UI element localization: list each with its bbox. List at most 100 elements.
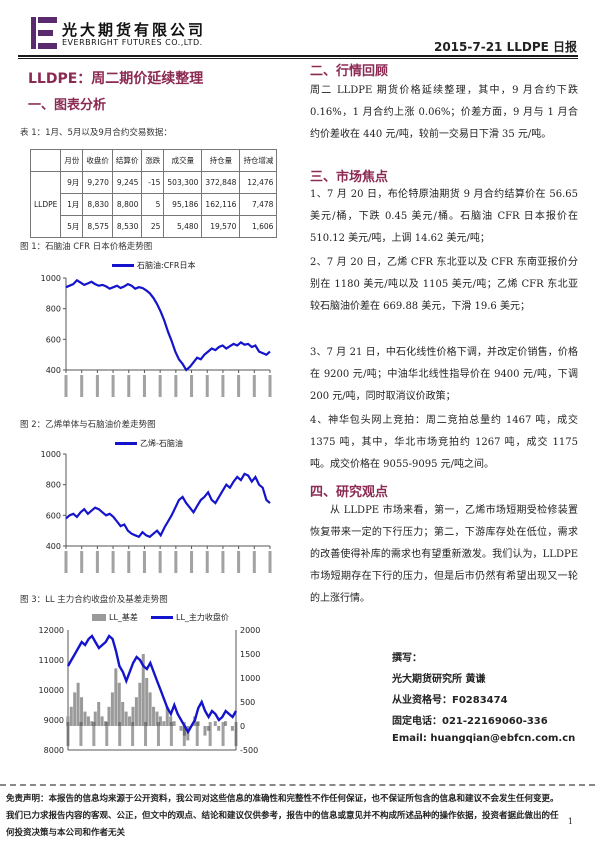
y-tick-label: 1000: [41, 274, 61, 283]
table-header-cell: 成交量: [163, 149, 203, 172]
review-paragraph: 周二 LLDPE 期货价格延续整理，其中，9 月合约下跌 0.16%，1 月合约…: [310, 85, 578, 140]
x-tick-label: [169, 722, 173, 746]
y-tick-label: 400: [46, 542, 61, 551]
disclaimer-text: 免责声明：本报告的信息均来源于公开资料，我公司对这些信息的准确性和完整性不作任何…: [6, 794, 559, 838]
x-tick-label: [111, 375, 115, 397]
table-row: LLDPE 9月 9,270 9,245 -15 503,300 372,848…: [29, 171, 278, 238]
x-tick-label: [237, 551, 241, 573]
legend-swatch: [112, 264, 134, 267]
table-cell: -15: [141, 171, 165, 194]
y-tick-label-right: 2000: [240, 626, 260, 635]
basis-bar: [97, 702, 101, 726]
table-cell: 8,530: [111, 215, 143, 238]
x-tick-label: [195, 722, 199, 746]
table1-caption: 表 1：1月、5月以及9月合约交易数据：: [20, 128, 172, 138]
section-heading-view: 四、研究观点: [310, 485, 389, 500]
x-tick-label: [144, 722, 148, 746]
basis-bar: [69, 706, 73, 726]
x-tick-label: [268, 375, 272, 397]
basis-bar: [128, 716, 132, 726]
fig3-legend: LL_基差 LL_主力收盘价: [92, 612, 229, 623]
x-tick-label: [105, 722, 109, 746]
basis-bar: [76, 682, 80, 726]
y-tick-label: 600: [46, 335, 61, 344]
x-tick-label: [156, 722, 160, 746]
y-tick-label-right: 1500: [240, 650, 260, 659]
basis-bar: [83, 711, 87, 726]
y-tick-label: 800: [46, 305, 61, 314]
company-logo: [31, 17, 57, 49]
basis-bar: [73, 692, 77, 726]
basis-bar: [224, 721, 228, 726]
fig3-legend-b: LL_主力收盘价: [176, 613, 229, 622]
x-tick-label: [118, 722, 122, 746]
x-tick-label: [158, 375, 162, 397]
basis-bar: [148, 692, 152, 726]
legend-swatch: [151, 616, 174, 619]
fig1-caption: 图 1：石脑油 CFR 日本价格走势图: [20, 242, 153, 252]
basis-bar: [90, 721, 94, 726]
disclaimer-divider: [0, 784, 595, 786]
basis-bar: [66, 716, 70, 726]
basis-bar: [213, 721, 217, 726]
header-rule-thin: [18, 58, 578, 59]
x-tick-label: [252, 551, 256, 573]
y-tick-label: 600: [46, 511, 61, 520]
x-tick-label: [237, 375, 241, 397]
legend-swatch: [115, 442, 137, 445]
price-series-line: [66, 634, 238, 735]
x-tick-label: [142, 375, 146, 397]
table-header-cell: 结算价: [111, 149, 143, 172]
legend-swatch: [92, 614, 106, 621]
table-header-cell: 持仓量: [201, 149, 241, 172]
basis-bar: [172, 721, 176, 726]
basis-bar: [155, 711, 159, 726]
table-cell: 19,570: [201, 215, 241, 238]
author-phone: 固定电话：021-22169060-336: [392, 716, 548, 727]
ll-price-basis-chart: 8000 9000 10000 11000 12000 -500 0 500 1000 1500 2…: [39, 626, 261, 755]
section-heading-charts: 一、图表分析: [28, 98, 107, 113]
x-tick-label: [182, 722, 186, 746]
x-tick-label: [174, 551, 178, 573]
table-cell: 162,116: [201, 193, 241, 216]
table-cell: 9,270: [82, 171, 113, 194]
x-tick-label: [252, 375, 256, 397]
x-tick-label: [127, 375, 131, 397]
y-tick-label-left: 11000: [39, 656, 64, 665]
basis-bar: [117, 682, 121, 726]
focus-paragraph-1: 1、7 月 20 日，布伦特原油期货 9 月合约结算价在 56.65 美元/桶，…: [310, 189, 578, 244]
y-tick-label-left: 9000: [44, 716, 64, 725]
page-title: LLDPE：周二期价延续整理: [28, 71, 204, 87]
x-tick-label: [221, 722, 225, 746]
author-label: 撰写：: [392, 653, 422, 664]
y-tick-label-left: 8000: [44, 746, 64, 755]
focus-paragraph-2: 2、7 月 20 日，乙烯 CFR 东北亚以及 CFR 东南亚报价分别在 118…: [310, 257, 578, 312]
author-org: 光大期货研究所 黄谦: [392, 674, 486, 685]
author-email[interactable]: Email: huangqian@ebfcn.com.cn: [392, 733, 576, 744]
y-tick-label-right: 500: [240, 698, 255, 707]
basis-bar: [145, 678, 149, 726]
ethylene-naphtha-spread-chart: 400 600 800 1000: [41, 450, 272, 573]
series-line: [65, 278, 271, 372]
x-tick-label: [174, 375, 178, 397]
table-cell: 7,478: [239, 193, 278, 216]
x-tick-label: [80, 375, 84, 397]
table-cell: 95,186: [163, 193, 203, 216]
basis-bar: [124, 711, 128, 726]
basis-bar: [134, 697, 138, 726]
header-rule: [18, 55, 578, 57]
section-heading-focus: 三、市场焦点: [310, 170, 389, 185]
basis-bar: [110, 692, 114, 726]
fig2-legend: 乙烯-石脑油: [115, 438, 183, 449]
basis-bar: [203, 726, 207, 736]
table-header-cell: 月份: [60, 149, 84, 172]
y-tick-label-left: 12000: [39, 626, 64, 635]
x-tick-label: [92, 722, 96, 746]
table-cell: 5月: [60, 215, 84, 238]
basis-bar: [162, 721, 166, 726]
table-cell: 1月: [60, 193, 84, 216]
table-header-cell: [29, 149, 62, 172]
table-header-cell: 持仓增减: [239, 149, 278, 172]
report-date-tag: 2015-7-21 LLDPE 日报: [433, 40, 577, 54]
y-tick-label: 400: [46, 366, 61, 375]
